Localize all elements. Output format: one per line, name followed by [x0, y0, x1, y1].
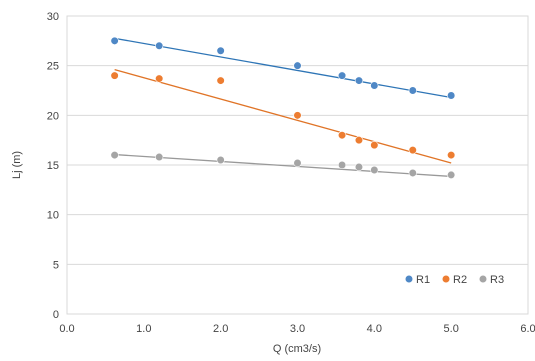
- x-tick-label: 4.0: [367, 323, 382, 335]
- y-tick-label: 5: [53, 259, 59, 271]
- x-tick-label: 6.0: [520, 323, 535, 335]
- data-point-r3: [155, 152, 164, 162]
- legend-label-r1: R1: [416, 274, 430, 286]
- data-point-r3: [408, 168, 417, 178]
- data-point-r3: [293, 158, 302, 168]
- data-point-r2: [447, 150, 456, 160]
- data-point-r3: [216, 155, 225, 165]
- data-point-r3: [110, 150, 119, 160]
- data-point-r2: [370, 141, 379, 150]
- data-point-r2: [155, 74, 164, 83]
- data-point-r2: [216, 76, 225, 85]
- legend-marker-r3: [478, 274, 488, 284]
- legend-marker-r2: [441, 274, 451, 284]
- data-point-r1: [216, 46, 225, 55]
- data-point-r2: [110, 71, 119, 80]
- data-point-r1: [370, 81, 379, 90]
- data-point-r2: [337, 131, 347, 140]
- data-point-r1: [110, 36, 119, 45]
- y-tick-label: 0: [53, 309, 59, 321]
- legend-label-r2: R2: [453, 274, 467, 286]
- trendline-r3: [114, 153, 452, 178]
- x-tick-label: 2.0: [213, 323, 228, 335]
- data-point-r3: [337, 160, 347, 170]
- data-point-r1: [337, 71, 347, 80]
- y-tick-label: 30: [47, 11, 59, 23]
- legend-marker-r1: [404, 274, 414, 284]
- data-point-r2: [354, 136, 364, 145]
- trendline-r2: [114, 69, 452, 164]
- y-tick-label: 10: [47, 210, 59, 222]
- data-points: [110, 36, 456, 180]
- data-point-r1: [354, 76, 364, 85]
- trendline-r1: [114, 37, 452, 99]
- x-tick-label: 3.0: [290, 323, 305, 335]
- data-point-r2: [293, 111, 302, 120]
- x-tick-label: 1.0: [136, 323, 151, 335]
- y-tick-label: 20: [47, 110, 59, 122]
- data-point-r3: [370, 165, 379, 175]
- trendlines: [114, 37, 452, 178]
- legend: R1 R2 R3: [404, 274, 504, 286]
- data-point-r1: [447, 91, 456, 100]
- data-point-r3: [447, 170, 456, 180]
- data-point-r1: [408, 86, 417, 95]
- x-axis-title: Q (cm3/s): [273, 343, 321, 355]
- axes: 0 5 10 15 20 25 30 0.0 1.0 2.0 3.0 4.0 5.0 6.0: [47, 11, 535, 335]
- y-axis-title: Lj (m): [11, 151, 23, 179]
- x-tick-label: 0.0: [59, 323, 74, 335]
- x-tick-label: 5.0: [444, 323, 459, 335]
- data-point-r1: [293, 61, 302, 70]
- data-point-r2: [408, 146, 417, 155]
- data-point-r1: [155, 41, 164, 50]
- data-point-r3: [354, 162, 364, 172]
- y-tick-label: 15: [47, 160, 59, 172]
- y-tick-label: 25: [47, 61, 59, 73]
- legend-label-r3: R3: [490, 274, 504, 286]
